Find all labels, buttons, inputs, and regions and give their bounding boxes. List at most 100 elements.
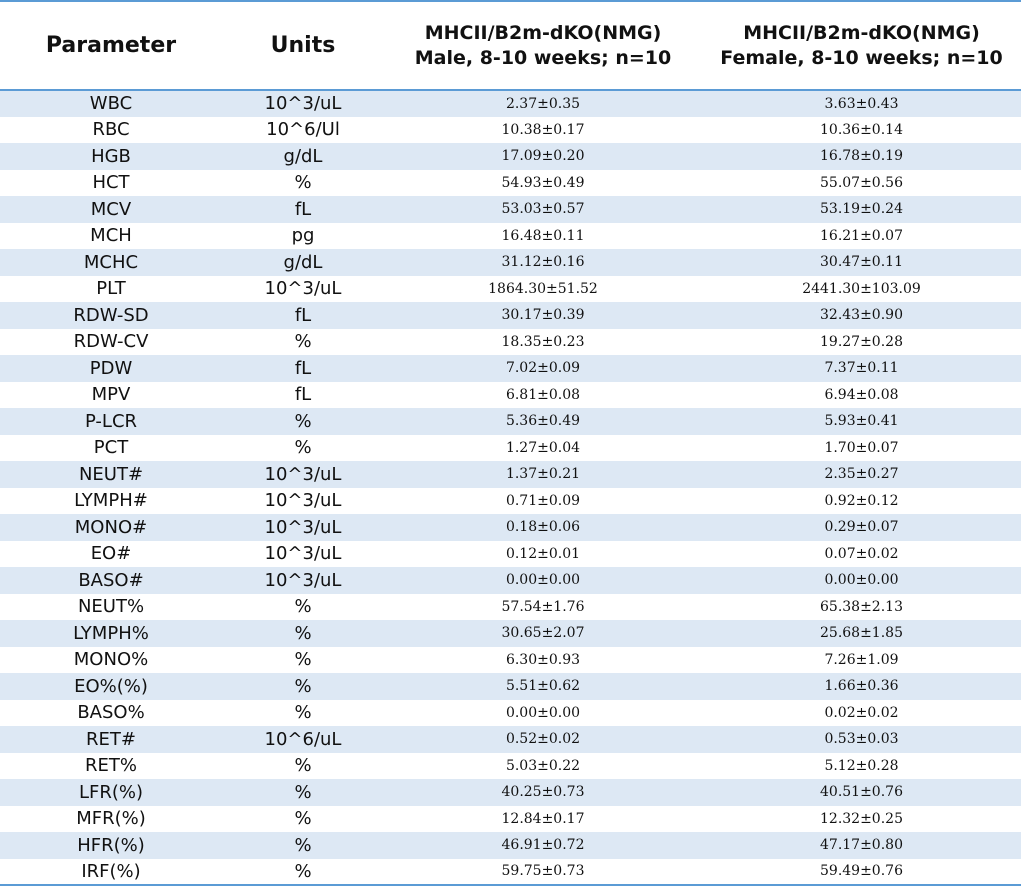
female-value-cell: 65.38±2.13	[820, 598, 903, 615]
female-value-cell: 2441.30±103.09	[802, 280, 921, 297]
female-value-cell: 12.32±0.25	[820, 810, 903, 827]
parameter-cell: HFR(%)	[0, 832, 222, 859]
table-row: BASO# 10^3/uL 0.00±0.00 0.00±0.00	[0, 567, 1021, 594]
male-value-cell: 12.84±0.17	[501, 810, 585, 827]
table-row: LFR(%)% 40.25±0.73 40.51±0.76	[0, 779, 1021, 806]
table-row: RDW-SD fL 30.17±0.39 32.43±0.90	[0, 302, 1021, 329]
table-row: LYMPH# 10^3/uL 0.71±0.09 0.92±0.12	[0, 488, 1021, 515]
female-value-cell: 3.63±0.43	[702, 90, 1021, 117]
male-value-cell: 0.12±0.01	[505, 545, 581, 562]
units-cell: fL	[222, 302, 384, 329]
table-row: HFR(%)% 46.91±0.72 47.17±0.80	[0, 832, 1021, 859]
parameter-cell: RDW-CV	[73, 331, 149, 353]
parameter-cell: EO#	[90, 543, 132, 565]
female-value-cell: 25.68±1.85	[702, 620, 1021, 647]
header-female-strain: MHCII/B2m-dKO(NMG)	[743, 21, 980, 44]
male-value-cell: 1864.30±51.52	[488, 280, 598, 297]
male-value-cell: 17.09±0.20	[384, 143, 702, 170]
parameter-cell: EO%(%)	[0, 673, 222, 700]
table-row: HCT% 54.93±0.49 55.07±0.56	[0, 170, 1021, 197]
header-female-group: MHCII/B2m-dKO(NMG) Female, 8-10 weeks; n…	[702, 2, 1021, 91]
female-value-cell: 7.26±1.09	[824, 651, 899, 668]
units-cell: 10^3/uL	[222, 90, 384, 117]
table-row: RBC 10^6/Ul 10.38±0.17 10.36±0.14	[0, 117, 1021, 144]
parameter-cell: LYMPH#	[74, 490, 148, 512]
units-cell: 10^3/uL	[222, 514, 384, 541]
table-row: RDW-CV% 18.35±0.23 19.27±0.28	[0, 329, 1021, 356]
male-value-cell: 5.51±0.62	[384, 673, 702, 700]
table-header: Parameter Units MHCII/B2m-dKO(NMG) Male,…	[0, 2, 1021, 91]
table-row: IRF(%)% 59.75±0.73 59.49±0.76	[0, 858, 1021, 886]
units-cell: pg	[291, 225, 315, 247]
table-body: WBC 10^3/uL 2.37±0.35 3.63±0.43 RBC 10^6/Ul 10…	[0, 90, 1021, 886]
table-row: MONO# 10^3/uL 0.18±0.06 0.29±0.07	[0, 514, 1021, 541]
female-value-cell: 55.07±0.56	[820, 174, 903, 191]
female-value-cell: 16.21±0.07	[820, 227, 903, 244]
table-row: PLT 10^3/uL 1864.30±51.52 2441.30±103.09	[0, 276, 1021, 303]
units-cell: %	[222, 779, 384, 806]
table-row: NEUT%% 57.54±1.76 65.38±2.13	[0, 594, 1021, 621]
male-value-cell: 0.52±0.02	[384, 726, 702, 753]
parameter-cell: BASO%	[77, 702, 145, 724]
parameter-cell: NEUT#	[0, 461, 222, 488]
male-value-cell: 31.12±0.16	[384, 249, 702, 276]
table-row: RET# 10^6/uL 0.52±0.02 0.53±0.03	[0, 726, 1021, 753]
male-value-cell: 2.37±0.35	[384, 90, 702, 117]
male-value-cell: 0.71±0.09	[505, 492, 581, 509]
units-cell: %	[222, 408, 384, 435]
male-value-cell: 5.03±0.22	[505, 757, 581, 774]
units-cell: 10^6/Ul	[266, 119, 340, 141]
parameter-cell: HCT	[92, 172, 130, 194]
female-value-cell: 19.27±0.28	[820, 333, 903, 350]
units-cell: %	[222, 832, 384, 859]
parameter-cell: PDW	[0, 355, 222, 382]
female-value-cell: 30.47±0.11	[702, 249, 1021, 276]
parameter-cell: HGB	[0, 143, 222, 170]
units-cell: 10^3/uL	[264, 543, 342, 565]
table-row: MONO%% 6.30±0.93 7.26±1.09	[0, 647, 1021, 674]
female-value-cell: 7.37±0.11	[702, 355, 1021, 382]
female-value-cell: 0.07±0.02	[824, 545, 899, 562]
male-value-cell: 1.37±0.21	[384, 461, 702, 488]
table-row: RET%% 5.03±0.22 5.12±0.28	[0, 753, 1021, 780]
table-row: NEUT# 10^3/uL 1.37±0.21 2.35±0.27	[0, 461, 1021, 488]
female-value-cell: 0.92±0.12	[824, 492, 899, 509]
units-cell: 10^3/uL	[264, 278, 342, 300]
female-value-cell: 6.94±0.08	[824, 386, 899, 403]
header-male-strain: MHCII/B2m-dKO(NMG)	[424, 21, 662, 44]
table-row: MCHC g/dL 31.12±0.16 30.47±0.11	[0, 249, 1021, 276]
units-cell: %	[294, 649, 312, 671]
male-value-cell: 40.25±0.73	[384, 779, 702, 806]
female-value-cell: 0.53±0.03	[702, 726, 1021, 753]
table-row: EO# 10^3/uL 0.12±0.01 0.07±0.02	[0, 541, 1021, 568]
male-value-cell: 0.18±0.06	[384, 514, 702, 541]
header-male-group: MHCII/B2m-dKO(NMG) Male, 8-10 weeks; n=1…	[384, 2, 702, 91]
units-cell: %	[222, 673, 384, 700]
male-value-cell: 6.81±0.08	[505, 386, 581, 403]
table-row: BASO%% 0.00±0.00 0.02±0.02	[0, 700, 1021, 727]
header-units: Units	[222, 2, 384, 91]
table-row: LYMPH%% 30.65±2.07 25.68±1.85	[0, 620, 1021, 647]
units-cell: 10^3/uL	[222, 567, 384, 594]
units-cell: fL	[294, 384, 312, 406]
female-value-cell: 0.02±0.02	[824, 704, 899, 721]
units-cell: %	[294, 808, 312, 830]
female-value-cell: 16.78±0.19	[702, 143, 1021, 170]
female-value-cell: 0.00±0.00	[702, 567, 1021, 594]
parameter-cell: IRF(%)	[0, 858, 222, 886]
parameter-cell: LFR(%)	[0, 779, 222, 806]
table-row: PCT% 1.27±0.04 1.70±0.07	[0, 435, 1021, 462]
male-value-cell: 18.35±0.23	[501, 333, 585, 350]
units-cell: %	[294, 702, 312, 724]
parameter-cell: MONO#	[0, 514, 222, 541]
male-value-cell: 30.17±0.39	[384, 302, 702, 329]
female-value-cell: 2.35±0.27	[702, 461, 1021, 488]
units-cell: %	[294, 437, 312, 459]
female-value-cell: 47.17±0.80	[702, 832, 1021, 859]
units-cell: 10^3/uL	[264, 490, 342, 512]
table-row: PDW fL 7.02±0.09 7.37±0.11	[0, 355, 1021, 382]
female-value-cell: 59.49±0.76	[702, 858, 1021, 886]
male-value-cell: 53.03±0.57	[384, 196, 702, 223]
male-value-cell: 59.75±0.73	[384, 858, 702, 886]
male-value-cell: 6.30±0.93	[505, 651, 581, 668]
